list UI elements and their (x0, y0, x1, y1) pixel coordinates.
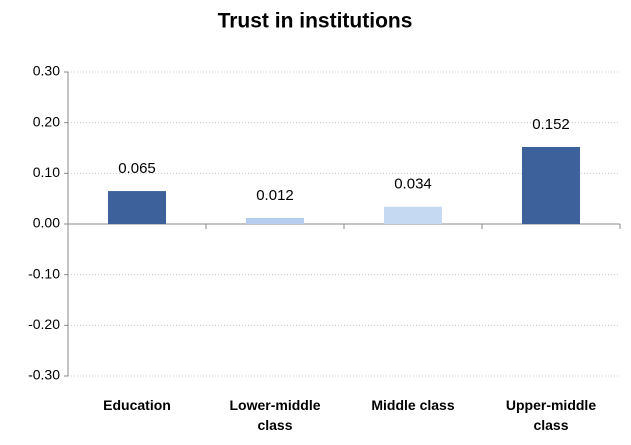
y-tick-label: -0.10 (28, 265, 60, 281)
data-label: 0.034 (394, 176, 432, 193)
bar (108, 191, 166, 224)
data-label: 0.152 (532, 116, 570, 133)
y-tick-label: -0.20 (28, 316, 60, 332)
bar (246, 217, 304, 224)
data-label: 0.065 (118, 160, 156, 177)
x-tick-label: Education (103, 397, 171, 413)
bar (384, 206, 442, 224)
y-tick-label: 0.20 (33, 113, 60, 129)
y-tick-label: 0.30 (33, 63, 60, 79)
y-tick-label: 0.10 (33, 164, 60, 180)
y-tick-label: -0.30 (28, 367, 60, 383)
x-tick-label: Middle class (371, 397, 455, 413)
chart-title: Trust in institutions (218, 10, 413, 33)
y-tick-label: 0.00 (33, 215, 60, 231)
x-tick-label: Upper-middle class (505, 397, 597, 433)
x-tick-label: Lower-middle class (229, 397, 321, 433)
bar (522, 146, 580, 224)
data-label: 0.012 (256, 187, 294, 204)
